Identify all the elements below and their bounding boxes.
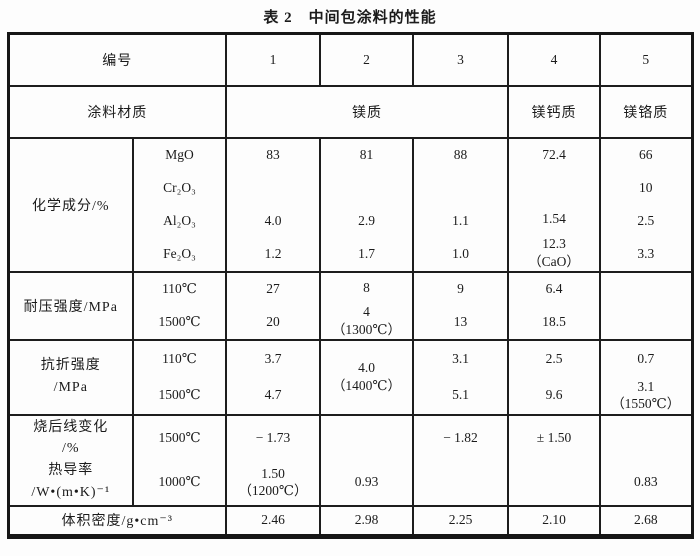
row-material: 涂料材质 镁质 镁钙质 镁铬质	[7, 84, 693, 139]
row-compressive: 耐压强度/MPa 110℃ 1500℃ 27 20 8 4 （1300℃） 9 …	[7, 270, 693, 341]
component-fe2o3: Fe₂O₃	[163, 246, 196, 262]
cao-note: （CaO）	[528, 253, 580, 269]
flex-col3: 3.1 5.1	[412, 338, 509, 416]
density-2: 2.98	[319, 504, 414, 538]
compressive-temps: 110℃ 1500℃	[132, 270, 227, 341]
chem-col2: 81 2.9 1.7	[319, 136, 414, 273]
id-label: 编号	[7, 32, 227, 87]
flexural-temps: 110℃ 1500℃	[132, 338, 227, 416]
comp-col2: 8 4 （1300℃）	[319, 270, 414, 341]
density-5: 2.68	[599, 504, 693, 538]
component-mgo: MgO	[165, 147, 194, 163]
table-title: 表 2 中间包涂料的性能	[263, 9, 437, 26]
shr-col4: ± 1.50	[507, 413, 601, 507]
material-magnesia: 镁质	[225, 84, 509, 139]
id-4: 4	[507, 32, 601, 87]
chem-col4: 72.4 1.54 12.3 （CaO）	[507, 136, 601, 273]
density-3: 2.25	[412, 504, 509, 538]
flex-col4: 2.5 9.6	[507, 338, 601, 416]
shr-col1: − 1.73 1.50 （1200℃）	[225, 413, 321, 507]
shr-col2: 0.93	[319, 413, 414, 507]
chem-col5: 66 10 2.5 3.3	[599, 136, 693, 273]
material-mag-chrome: 镁铬质	[599, 84, 693, 139]
row-shrink-conductivity: 烧后线变化 /% 热导率 /W•(m•K)⁻¹ 1500℃ 1000℃ − 1.…	[7, 413, 693, 507]
temp-note-1200: （1200℃）	[238, 483, 308, 499]
flex-col1: 3.7 4.7	[225, 338, 321, 416]
density-label: 体积密度/g•cm⁻³	[7, 504, 227, 538]
id-2: 2	[319, 32, 414, 87]
comp-col4: 6.4 18.5	[507, 270, 601, 341]
id-3: 3	[412, 32, 509, 87]
chemistry-label: 化学成分/%	[7, 136, 134, 273]
shr-col3: − 1.82	[412, 413, 509, 507]
density-1: 2.46	[225, 504, 321, 538]
shrink-conductivity-label: 烧后线变化 /% 热导率 /W•(m•K)⁻¹	[7, 413, 134, 507]
row-chemistry: 化学成分/% MgO Cr₂O₃ Al₂O₃ Fe₂O₃ 83 4.0 1.2 …	[7, 136, 693, 273]
material-mag-calcium: 镁钙质	[507, 84, 601, 139]
comp-col1: 27 20	[225, 270, 321, 341]
row-id: 编号 1 2 3 4 5	[7, 32, 693, 87]
component-al2o3: Al₂O₃	[163, 213, 196, 229]
temp-note-1550: （1550℃）	[611, 396, 681, 412]
comp-col3: 9 13	[412, 270, 509, 341]
flex-col2-merged: 4.0 （1400℃）	[319, 338, 414, 416]
temp-note-1400: （1400℃）	[331, 378, 402, 393]
component-cr2o3: Cr₂O₃	[163, 180, 196, 196]
id-1: 1	[225, 32, 321, 87]
shrink-temps: 1500℃ 1000℃	[132, 413, 227, 507]
material-label: 涂料材质	[7, 84, 227, 139]
properties-table: 编号 1 2 3 4 5 涂料材质 镁质 镁钙质 镁铬质 化学成分/% MgO …	[6, 32, 694, 539]
chemistry-components: MgO Cr₂O₃ Al₂O₃ Fe₂O₃	[132, 136, 227, 273]
chem-col1: 83 4.0 1.2	[225, 136, 321, 273]
row-density: 体积密度/g•cm⁻³ 2.46 2.98 2.25 2.10 2.68	[7, 504, 693, 538]
row-flexural: 抗折强度 /MPa 110℃ 1500℃ 3.7 4.7 4.0 （1400℃）…	[7, 338, 693, 416]
chem-col4-fe2o3: 12.3 （CaO）	[528, 236, 580, 269]
comp-col5	[599, 270, 693, 341]
flexural-label: 抗折强度 /MPa	[7, 338, 134, 416]
compressive-label: 耐压强度/MPa	[7, 270, 134, 341]
id-5: 5	[599, 32, 693, 87]
shr-col5: 0.83	[599, 413, 693, 507]
flex-col5: 0.7 3.1 （1550℃）	[599, 338, 693, 416]
chem-col3: 88 1.1 1.0	[412, 136, 509, 273]
density-4: 2.10	[507, 504, 601, 538]
temp-note-1300: （1300℃）	[331, 321, 402, 337]
